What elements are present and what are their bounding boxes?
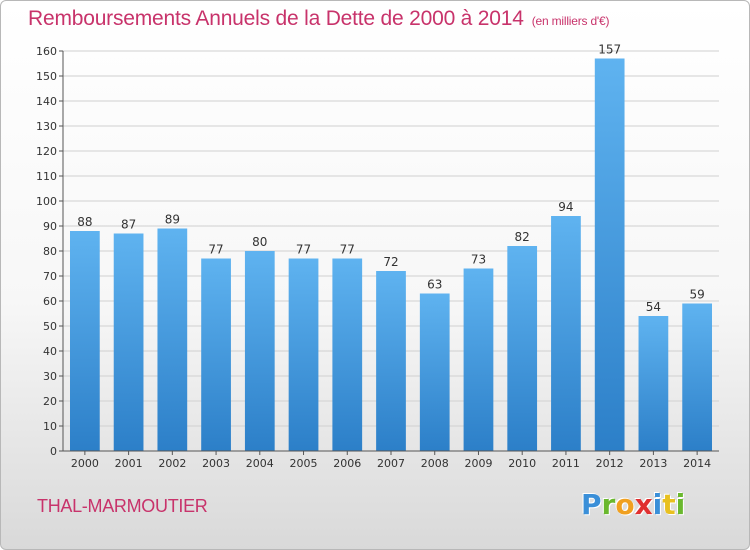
logo-letter: x	[634, 488, 653, 521]
y-tick-label: 90	[43, 220, 57, 233]
data-label-2013: 54	[646, 300, 661, 314]
y-tick-label: 160	[36, 45, 57, 58]
y-tick-label: 40	[43, 345, 57, 358]
proxiti-logo: Proxiti	[581, 488, 685, 521]
bar-2004	[244, 251, 275, 451]
y-tick-label: 150	[36, 70, 57, 83]
x-tick-label: 2001	[115, 457, 143, 470]
x-tick-label: 2004	[246, 457, 274, 470]
bar-2009	[463, 268, 494, 451]
data-label-2005: 77	[296, 243, 311, 257]
bars	[69, 58, 713, 451]
x-tick-label: 2003	[202, 457, 230, 470]
data-label-2012: 157	[598, 43, 621, 57]
data-label-2003: 77	[208, 243, 223, 257]
y-tick-label: 140	[36, 95, 57, 108]
x-tick-label: 2005	[290, 457, 318, 470]
x-tick-label: 2008	[421, 457, 449, 470]
labels: 0 10 20 30 40 50 60 70 80 90 100 110 120 130 140 150 160…	[36, 43, 711, 471]
bar-2007	[376, 271, 406, 451]
bar-2014	[682, 303, 713, 451]
bar-2012	[594, 58, 625, 451]
y-tick-label: 60	[43, 295, 57, 308]
y-tick-label: 70	[43, 270, 57, 283]
data-label-2006: 77	[340, 243, 355, 257]
bar-2001	[113, 233, 144, 451]
logo-letter: P	[581, 488, 602, 521]
data-label-2009: 73	[471, 253, 486, 267]
x-tick-label: 2006	[333, 457, 361, 470]
y-tick-label: 120	[36, 145, 57, 158]
data-label-2014: 59	[689, 288, 704, 302]
x-tick-label: 2011	[552, 457, 580, 470]
y-tick-label: 100	[36, 195, 57, 208]
axes	[59, 50, 719, 455]
x-tick-label: 2013	[639, 457, 667, 470]
bar-2008	[419, 293, 450, 451]
bar-2000	[69, 231, 100, 451]
y-tick-label: 10	[43, 420, 57, 433]
chart-subtitle: (en milliers d'€)	[531, 14, 610, 28]
data-label-2002: 89	[165, 213, 180, 227]
data-label-2000: 88	[77, 215, 92, 229]
data-label-2001: 87	[121, 218, 136, 232]
bar-2003	[201, 258, 231, 451]
y-tick-label: 0	[50, 445, 57, 458]
bar-2013	[638, 316, 669, 451]
y-tick-label: 20	[43, 395, 57, 408]
x-tick-label: 2007	[377, 457, 405, 470]
bar-2006	[332, 258, 363, 451]
place-name: THAL-MARMOUTIER	[37, 496, 208, 516]
x-tick-label: 2002	[158, 457, 186, 470]
data-label-2011: 94	[558, 200, 573, 214]
x-tick-label: 2010	[508, 457, 536, 470]
x-tick-label: 2000	[71, 457, 99, 470]
chart-title-text: Remboursements Annuels de la Dette de 20…	[28, 7, 524, 30]
data-label-2008: 63	[427, 278, 442, 292]
x-tick-label: 2014	[683, 457, 711, 470]
y-tick-label: 50	[43, 320, 57, 333]
logo-letter: i	[675, 488, 686, 521]
logo-letter: t	[662, 488, 676, 521]
y-tick-label: 30	[43, 370, 57, 383]
logo-letter: o	[615, 488, 635, 521]
bar-2005	[288, 258, 319, 451]
logo-letter: r	[601, 488, 616, 521]
y-tick-label: 110	[36, 170, 57, 183]
bar-2002	[157, 228, 188, 451]
chart-title: Remboursements Annuels de la Dette de 20…	[28, 7, 609, 31]
y-tick-label: 130	[36, 120, 57, 133]
data-label-2010: 82	[515, 230, 530, 244]
x-tick-label: 2009	[464, 457, 492, 470]
logo-letter: i	[652, 488, 663, 521]
x-tick-label: 2012	[596, 457, 624, 470]
data-label-2004: 80	[252, 235, 267, 249]
y-tick-label: 80	[43, 245, 57, 258]
bar-2010	[507, 246, 538, 451]
data-label-2007: 72	[383, 255, 398, 269]
bar-2011	[551, 216, 581, 451]
